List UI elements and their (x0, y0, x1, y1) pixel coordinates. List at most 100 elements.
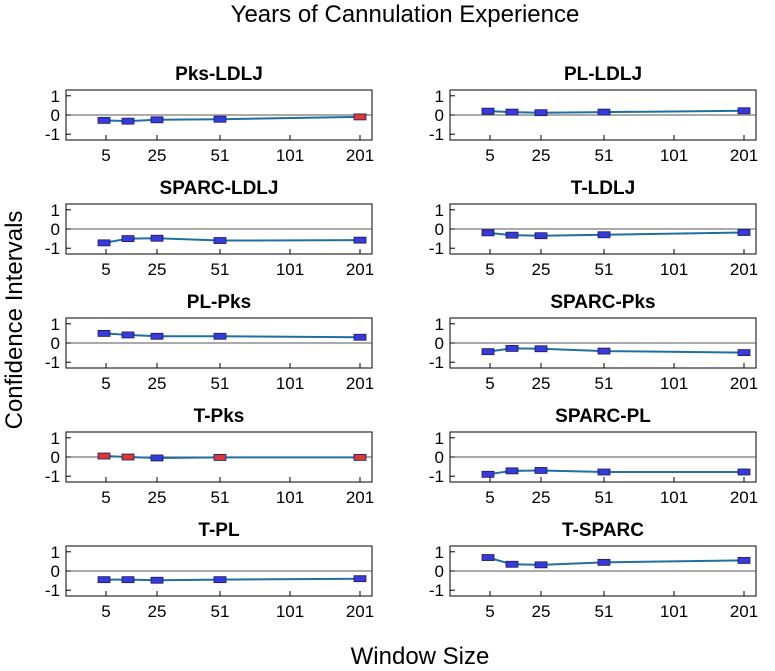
x-tick-label: 51 (211, 146, 230, 165)
data-point (534, 467, 548, 474)
data-point (353, 236, 367, 244)
data-point (150, 116, 164, 124)
data-point (737, 229, 751, 236)
y-tick-label: 0 (51, 334, 60, 353)
data-point (150, 332, 164, 340)
x-tick-label: 5 (101, 260, 110, 279)
x-tick-label: 5 (485, 146, 494, 165)
x-tick-label: 5 (101, 374, 110, 393)
y-tick-label: 0 (435, 106, 444, 125)
subplot-sparc-ldlj: SPARC-LDLJ 10-1 5 25 51 101 201 (45, 178, 374, 279)
y-tick-label: 0 (51, 106, 60, 125)
data-point (534, 345, 548, 353)
y-tick-label: -1 (429, 125, 444, 144)
x-tick-label: 101 (660, 602, 688, 621)
subplot-title: T-Pks (194, 406, 245, 427)
y-tick-label: 1 (435, 543, 444, 562)
y-tick-label: -1 (429, 467, 444, 486)
x-tick-label: 5 (485, 374, 494, 393)
x-tick-label: 101 (660, 146, 688, 165)
figure-xlabel: Window Size (351, 643, 490, 670)
data-point (97, 452, 111, 460)
y-tick-label: -1 (45, 239, 60, 258)
x-tick-label: 201 (730, 146, 758, 165)
data-point (505, 560, 519, 568)
data-point (97, 576, 111, 584)
y-tick-label: -1 (429, 581, 444, 600)
data-point (481, 348, 495, 356)
x-tick-label: 25 (148, 488, 167, 507)
y-tick-label: 0 (435, 220, 444, 239)
y-tick-label: 1 (51, 201, 60, 220)
x-tick-label: 25 (532, 602, 551, 621)
data-point (597, 468, 611, 476)
data-point (737, 557, 751, 564)
subplot-t-ldlj: T-LDLJ 10-1 5 25 51 101 201 (429, 178, 758, 279)
x-tick-label: 101 (276, 488, 304, 507)
data-point (97, 116, 111, 124)
data-point (737, 468, 751, 476)
data-point (97, 329, 111, 337)
y-tick-label: 1 (51, 87, 60, 106)
subplot-title: T-LDLJ (571, 178, 635, 199)
x-tick-label: 25 (532, 146, 551, 165)
y-tick-label: 1 (435, 201, 444, 220)
data-point (121, 331, 135, 339)
data-point (481, 229, 495, 237)
data-point (481, 107, 495, 115)
x-tick-label: 5 (485, 488, 494, 507)
y-tick-label: 1 (51, 315, 60, 334)
data-point (213, 332, 227, 340)
data-point (353, 575, 367, 583)
y-tick-label: 1 (51, 543, 60, 562)
subplot-title: PL-LDLJ (564, 64, 642, 85)
x-tick-label: 5 (485, 602, 494, 621)
data-point (213, 576, 227, 584)
x-tick-label: 51 (211, 260, 230, 279)
y-tick-label: 1 (435, 87, 444, 106)
subplot-title: T-PL (198, 520, 240, 541)
x-tick-label: 5 (101, 146, 110, 165)
y-tick-label: 0 (51, 220, 60, 239)
subplot-title: PL-Pks (187, 292, 251, 313)
x-tick-label: 51 (211, 488, 230, 507)
x-tick-label: 25 (532, 488, 551, 507)
subplot-t-sparc: T-SPARC 10-1 5 25 51 101 201 (429, 520, 758, 621)
x-tick-label: 101 (276, 374, 304, 393)
subplot-t-pks: T-Pks 10-1 5 25 51 101 201 (45, 406, 374, 507)
data-point (121, 576, 135, 584)
data-point (505, 467, 519, 475)
x-tick-label: 201 (730, 488, 758, 507)
x-tick-label: 201 (346, 488, 374, 507)
y-tick-label: -1 (429, 239, 444, 258)
data-point (97, 239, 111, 247)
subplot-pl-ldlj: PL-LDLJ 10-1 5 25 51 101 201 (429, 64, 758, 165)
subplot-title: SPARC-PL (555, 406, 651, 427)
y-tick-label: -1 (45, 125, 60, 144)
data-point (150, 234, 164, 242)
y-tick-label: 0 (435, 334, 444, 353)
subplot-pks-ldlj: Pks-LDLJ 10-1 5 25 51 101 201 (45, 64, 374, 165)
subplot-t-pl: T-PL 10-1 5 25 51 101 201 (45, 520, 374, 621)
data-point (534, 109, 548, 117)
x-tick-label: 51 (595, 146, 614, 165)
subplot-sparc-pl: SPARC-PL 10-1 5 25 51 101 201 (429, 406, 758, 507)
y-tick-label: -1 (45, 353, 60, 372)
data-point (534, 232, 548, 240)
x-tick-label: 201 (730, 602, 758, 621)
subplot-title: SPARC-LDLJ (160, 178, 279, 199)
data-point (737, 107, 751, 115)
subplot-title: Pks-LDLJ (175, 64, 263, 85)
y-tick-label: -1 (429, 353, 444, 372)
y-tick-label: 0 (435, 448, 444, 467)
data-point (121, 453, 135, 461)
y-tick-label: 1 (435, 429, 444, 448)
x-tick-label: 25 (532, 260, 551, 279)
x-tick-label: 51 (595, 602, 614, 621)
data-point (534, 561, 548, 569)
x-tick-label: 101 (276, 146, 304, 165)
x-tick-label: 51 (211, 602, 230, 621)
data-point (505, 344, 519, 352)
x-tick-label: 25 (532, 374, 551, 393)
x-tick-label: 201 (730, 374, 758, 393)
